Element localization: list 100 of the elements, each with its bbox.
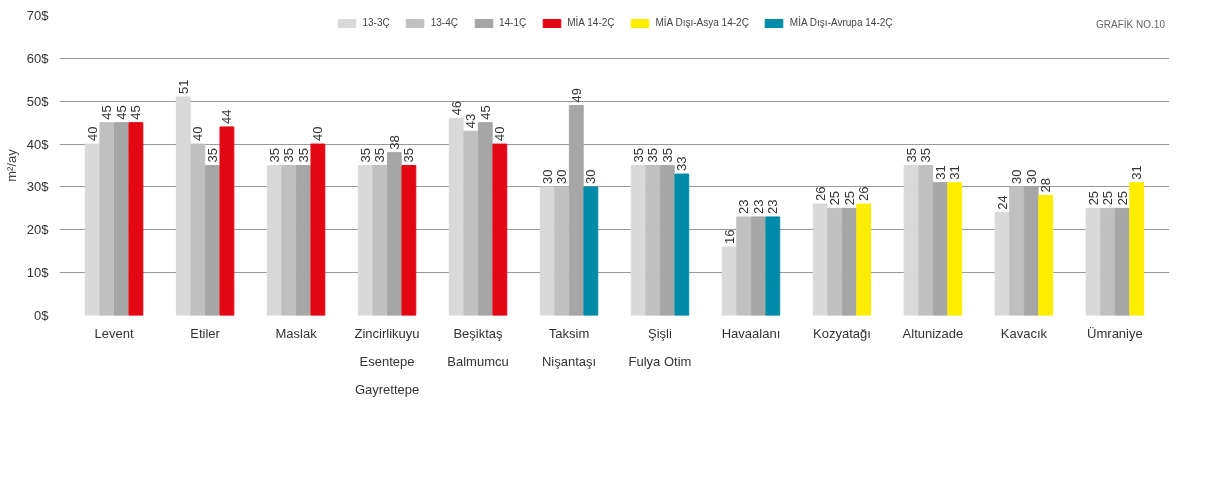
y-tick-label: 70$ bbox=[26, 8, 50, 23]
bar bbox=[1009, 186, 1025, 316]
data-label: 35 bbox=[903, 148, 919, 163]
data-label: 35 bbox=[401, 148, 417, 163]
data-label: 40 bbox=[492, 126, 508, 142]
data-label: 33 bbox=[674, 156, 690, 172]
legend-label: 13-4Ç bbox=[430, 17, 458, 28]
bar bbox=[841, 207, 857, 316]
bar bbox=[932, 182, 948, 316]
x-tick-label: Havaalanı bbox=[721, 325, 781, 341]
bar bbox=[190, 143, 206, 316]
y-tick-label: 20$ bbox=[26, 222, 50, 238]
x-tick-label: Levent bbox=[94, 325, 134, 341]
data-label: 35 bbox=[659, 148, 675, 163]
bar bbox=[1023, 186, 1039, 316]
data-label: 23 bbox=[765, 199, 781, 214]
bar bbox=[128, 122, 144, 316]
data-label: 44 bbox=[219, 109, 235, 124]
bar bbox=[827, 207, 843, 316]
bar bbox=[386, 152, 402, 316]
category-label: Beşiktaş Balmumcu bbox=[447, 325, 509, 369]
bar bbox=[659, 165, 675, 316]
legend-label: MİA 14-2Ç bbox=[567, 17, 615, 28]
bar bbox=[630, 165, 646, 316]
data-label: 40 bbox=[190, 126, 206, 142]
bar bbox=[448, 117, 464, 316]
data-label: 25 bbox=[841, 190, 857, 206]
bar bbox=[281, 165, 297, 316]
data-label: 16 bbox=[721, 229, 737, 244]
bar bbox=[994, 212, 1010, 316]
bar bbox=[750, 216, 766, 316]
data-label: 35 bbox=[204, 148, 220, 163]
bar bbox=[266, 165, 282, 316]
x-tick-label: Ümraniye bbox=[1087, 325, 1143, 341]
bar bbox=[539, 186, 555, 316]
y-axis-title: m²/ay bbox=[3, 148, 19, 182]
data-label: 35 bbox=[295, 148, 311, 163]
x-tick-label: Altunizade bbox=[902, 325, 964, 341]
bar bbox=[1085, 207, 1101, 316]
data-label: 46 bbox=[448, 100, 464, 116]
data-label: 25 bbox=[1100, 190, 1116, 206]
bar bbox=[372, 165, 388, 316]
data-label: 35 bbox=[645, 148, 661, 163]
bar bbox=[568, 105, 584, 316]
data-label: 28 bbox=[1038, 178, 1054, 193]
bar bbox=[99, 122, 115, 316]
bar bbox=[812, 203, 828, 316]
y-tick-label: 50$ bbox=[26, 93, 50, 109]
bar bbox=[736, 216, 752, 316]
data-label: 45 bbox=[477, 105, 493, 120]
data-label: 26 bbox=[812, 186, 828, 202]
data-label: 24 bbox=[994, 195, 1010, 210]
data-label: 40 bbox=[84, 126, 100, 142]
bar bbox=[856, 203, 872, 316]
data-label: 51 bbox=[175, 79, 191, 94]
bar bbox=[477, 122, 493, 316]
data-label: 25 bbox=[1114, 190, 1130, 206]
data-label: 43 bbox=[463, 113, 479, 129]
data-label: 25 bbox=[1085, 190, 1101, 206]
annotation: GRAFİK NO.10 bbox=[1096, 17, 1166, 30]
bar bbox=[492, 143, 508, 316]
data-label: 38 bbox=[386, 135, 402, 150]
data-label: 35 bbox=[281, 148, 297, 163]
bar bbox=[84, 143, 100, 316]
bar bbox=[947, 182, 963, 316]
y-tick-label: 30$ bbox=[26, 179, 50, 195]
data-label: 25 bbox=[827, 190, 843, 206]
data-label: 30 bbox=[583, 169, 599, 184]
data-label: 45 bbox=[99, 105, 115, 120]
x-tick-label: Etiler bbox=[190, 325, 221, 341]
bar bbox=[175, 96, 191, 316]
y-tick-label: 0$ bbox=[34, 308, 50, 323]
data-label: 49 bbox=[568, 88, 584, 103]
category-label: Şişli Fulya Otim bbox=[628, 325, 692, 369]
x-tick-label: Kavacık bbox=[1000, 325, 1048, 341]
data-label: 35 bbox=[357, 148, 373, 163]
bar bbox=[1038, 195, 1054, 316]
data-label: 26 bbox=[856, 186, 872, 202]
data-label: 31 bbox=[932, 165, 948, 180]
data-label: 45 bbox=[128, 105, 144, 120]
x-tick-label: Maslak bbox=[275, 325, 318, 341]
bar bbox=[204, 165, 220, 316]
bar bbox=[903, 165, 919, 316]
data-label: 35 bbox=[630, 148, 646, 163]
y-tick-label: 10$ bbox=[26, 265, 50, 281]
data-label: 23 bbox=[736, 199, 752, 214]
category-label: Zincirlikuyu Esentepe Gayrettepe bbox=[354, 325, 420, 397]
bar bbox=[554, 186, 570, 316]
data-label: 35 bbox=[918, 148, 934, 163]
data-label: 23 bbox=[750, 199, 766, 214]
data-label: 30 bbox=[1009, 169, 1025, 184]
data-label: 35 bbox=[372, 148, 388, 163]
bar bbox=[765, 216, 781, 316]
y-tick-label: 60$ bbox=[26, 50, 50, 66]
y-tick-label: 40$ bbox=[26, 136, 50, 152]
legend-label: MİA Dışı-Avrupa 14-2Ç bbox=[789, 17, 893, 28]
data-label: 45 bbox=[113, 105, 129, 120]
bar bbox=[1129, 182, 1145, 316]
bar bbox=[113, 122, 129, 316]
data-label: 30 bbox=[554, 169, 570, 184]
